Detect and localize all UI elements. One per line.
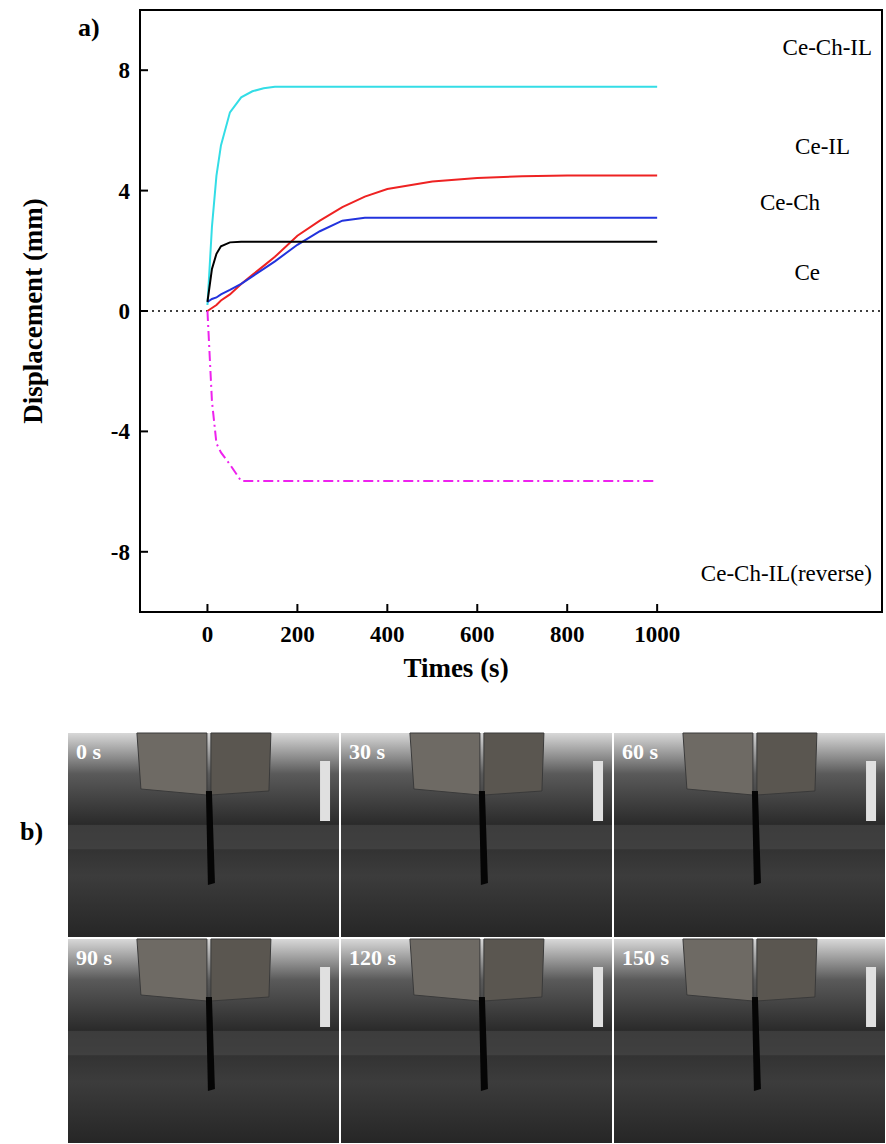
photo-background [341,939,612,1143]
photo-blur-band [68,825,339,849]
y-tick-label: 4 [119,179,131,204]
photo-clamp [137,939,207,1001]
photo-highlight [866,761,876,821]
photo-time-label: 120 s [349,945,397,970]
series-line [207,176,657,311]
y-tick [140,310,148,312]
photo-frame: 120 s [341,939,612,1143]
photo-background [341,733,612,937]
y-tick [140,551,148,553]
photo-frame: 0 s [68,733,339,937]
plot-frame [140,10,882,612]
x-tick-label: 800 [550,622,585,647]
x-tick [386,604,388,612]
photo-background [68,733,339,937]
photo-highlight [866,967,876,1027]
series-label: Ce-Ch-IL(reverse) [701,561,872,586]
photo-clamp [211,733,271,795]
photo-frame: 60 s [614,733,885,937]
x-tick [566,604,568,612]
photo-background [68,939,339,1143]
y-tick-label: 8 [119,58,131,83]
photo-highlight [593,761,603,821]
photo-clamp [410,939,480,1001]
photo-time-label: 0 s [76,739,102,764]
series-label: Ce [794,260,820,285]
photo-clamp [757,939,817,1001]
y-tick [140,190,148,192]
x-tick [476,604,478,612]
series-label: Ce-Ch-IL [783,35,872,60]
series-line [207,242,657,302]
photo-frame: 150 s [614,939,885,1143]
series-line [207,311,657,481]
photo-frame: 30 s [341,733,612,937]
series-line [207,87,657,305]
photo-highlight [320,967,330,1027]
panel-label: a) [78,13,100,42]
x-axis-title: Times (s) [403,653,508,683]
photo-strip [752,997,761,1091]
photo-highlight [320,761,330,821]
zero-line [140,310,882,312]
series-group [207,87,657,481]
photo-highlight [593,967,603,1027]
x-tick-label: 0 [202,622,214,647]
photo-time-label: 150 s [622,945,670,970]
series-line [207,218,657,302]
y-tick [140,430,148,432]
photo-clamp [683,939,753,1001]
panel-label: b) [20,817,43,846]
series-label: Ce-IL [795,134,850,159]
series-label: Ce-Ch [760,190,821,215]
photo-clamp [137,733,207,795]
photo-strip [752,791,761,885]
x-tick-label: 600 [460,622,495,647]
x-tick-label: 1000 [634,622,680,647]
photo-clamp [683,733,753,795]
photo-clamp [410,733,480,795]
photo-clamp [484,939,544,1001]
y-tick-label: -4 [111,419,131,444]
photo-blur-band [341,1031,612,1055]
y-tick-label: 0 [119,299,131,324]
y-axis-title: Displacement (mm) [18,198,48,424]
y-tick-label: -8 [111,540,130,565]
x-tick-label: 200 [280,622,315,647]
photo-time-label: 30 s [349,739,386,764]
photo-strip [206,791,215,885]
y-tick [140,69,148,71]
photo-blur-band [68,1031,339,1055]
x-tick [296,604,298,612]
photo-strip [479,791,488,885]
photo-frame: 90 s [68,939,339,1143]
x-tick-label: 400 [370,622,405,647]
photo-time-label: 60 s [622,739,659,764]
photo-strip [479,997,488,1091]
photo-time-label: 90 s [76,945,113,970]
photo-blur-band [614,825,885,849]
photo-blur-band [614,1031,885,1055]
photo-strip [206,997,215,1091]
x-tick [206,604,208,612]
photo-clamp [484,733,544,795]
figure: -8 -4 0 4 8 0 200 400 600 800 1000 Times (s) Displac… [0,0,886,1144]
photo-blur-band [341,825,612,849]
photo-background [614,939,885,1143]
x-tick [656,604,658,612]
photo-clamp [211,939,271,1001]
photo-background [614,733,885,937]
photo-clamp [757,733,817,795]
